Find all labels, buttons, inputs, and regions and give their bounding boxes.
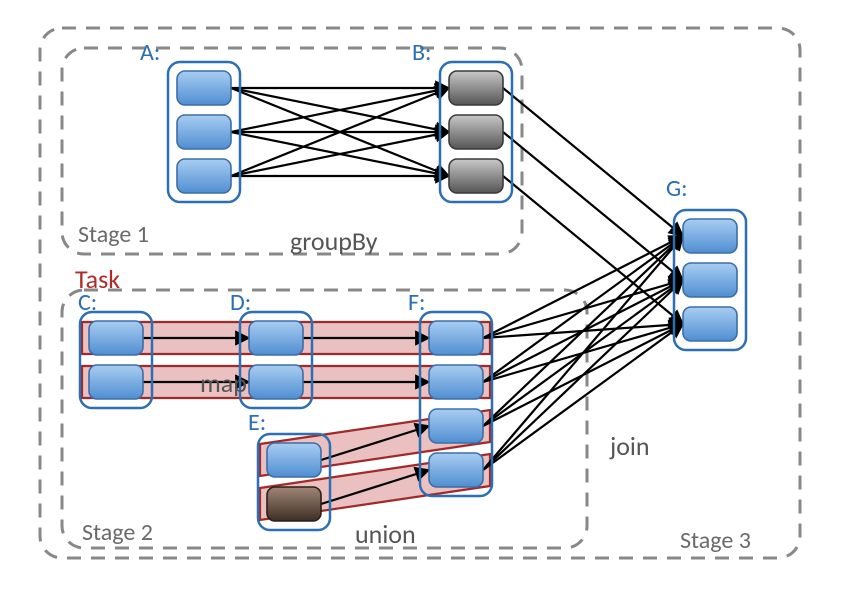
stage-label-stage3: Stage 3 [680,526,751,555]
partition-E-1 [267,487,321,521]
edge-B0-G0 [503,88,683,236]
partition-G-1 [683,263,737,297]
partition-A-1 [177,115,231,149]
partition-C-1 [89,365,143,399]
partition-D-1 [249,365,303,399]
partition-B-1 [449,115,503,149]
op-groupby: groupBy [290,225,378,257]
partition-F-3 [429,453,483,487]
partition-E-0 [267,443,321,477]
op-union: union [355,518,416,550]
partition-F-0 [429,321,483,355]
partition-C-0 [89,321,143,355]
partition-A-2 [177,159,231,193]
rdd-label-C: C: [78,288,97,317]
partition-D-0 [249,321,303,355]
rdd-label-D: D: [230,288,251,317]
stage-label-stage2: Stage 2 [82,518,153,547]
partition-B-2 [449,159,503,193]
rdd-label-G: G: [666,174,688,203]
partition-F-1 [429,365,483,399]
partition-G-2 [683,307,737,341]
stage-label-stage1: Stage 1 [78,220,149,249]
partition-B-0 [449,71,503,105]
op-map: map [200,367,247,399]
rdd-label-A: A: [140,38,160,67]
partition-A-0 [177,71,231,105]
edge-B1-G1 [503,132,683,280]
rdd-label-F: F: [408,288,425,317]
edge-F3-G0 [483,236,683,470]
partition-F-2 [429,409,483,443]
rdd-label-E: E: [248,408,266,437]
op-join: join [609,430,650,462]
rdd-label-B: B: [412,38,431,67]
partition-G-0 [683,219,737,253]
